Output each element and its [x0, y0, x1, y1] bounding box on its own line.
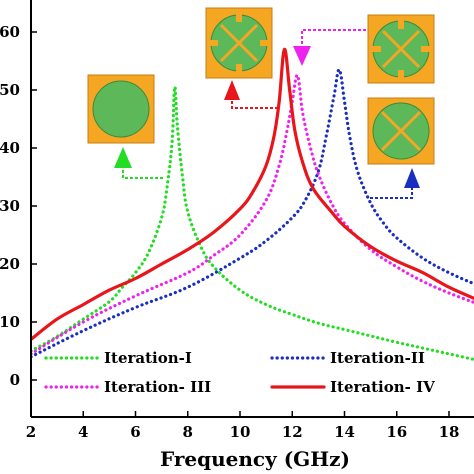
legend-label-3: Iteration- III: [104, 378, 211, 396]
antenna-iteration-2: [205, 7, 273, 79]
y-tick-label: 50: [0, 81, 20, 99]
series-line-1: [31, 85, 474, 362]
x-tick-label: 16: [386, 423, 407, 441]
series-line-3: [31, 73, 474, 356]
antenna-iteration-1: [87, 74, 155, 144]
series-line-2: [31, 68, 474, 359]
y-tick-label: 0: [10, 371, 20, 389]
pointer-iteration-4: [224, 80, 278, 109]
series-line-4: [31, 47, 474, 341]
x-axis-title: Frequency (GHz): [160, 447, 350, 471]
antenna-iteration-4: [367, 97, 435, 165]
y-ticks: 0 10 20 30 40 50 60: [0, 23, 37, 389]
x-tick-label: 2: [26, 423, 36, 441]
x-tick-label: 4: [78, 423, 88, 441]
x-tick-label: 18: [439, 423, 460, 441]
x-tick-label: 10: [230, 423, 251, 441]
x-tick-label: 12: [282, 423, 303, 441]
pointer-iteration-1: [114, 147, 163, 179]
legend: Iteration-I Iteration-II Iteration- III Ite…: [44, 349, 435, 396]
y-tick-label: 60: [0, 23, 20, 41]
antenna-iteration-3: [367, 14, 435, 84]
y-tick-label: 20: [0, 255, 20, 273]
legend-label-1: Iteration-I: [104, 349, 192, 367]
y-tick-label: 10: [0, 313, 20, 331]
legend-label-2: Iteration-II: [330, 349, 425, 367]
y-tick-label: 40: [0, 139, 20, 157]
x-ticks: 2 4 6 8 10 12 14 16 18: [26, 411, 460, 441]
pointer-iteration-3: [293, 29, 366, 66]
x-tick-label: 8: [183, 423, 193, 441]
pointer-iteration-2: [370, 168, 420, 199]
series-curves: [31, 47, 474, 362]
x-tick-label: 14: [334, 423, 355, 441]
x-tick-label: 6: [130, 423, 140, 441]
y-tick-label: 30: [0, 197, 20, 215]
legend-label-4: Iteration- IV: [330, 378, 435, 396]
